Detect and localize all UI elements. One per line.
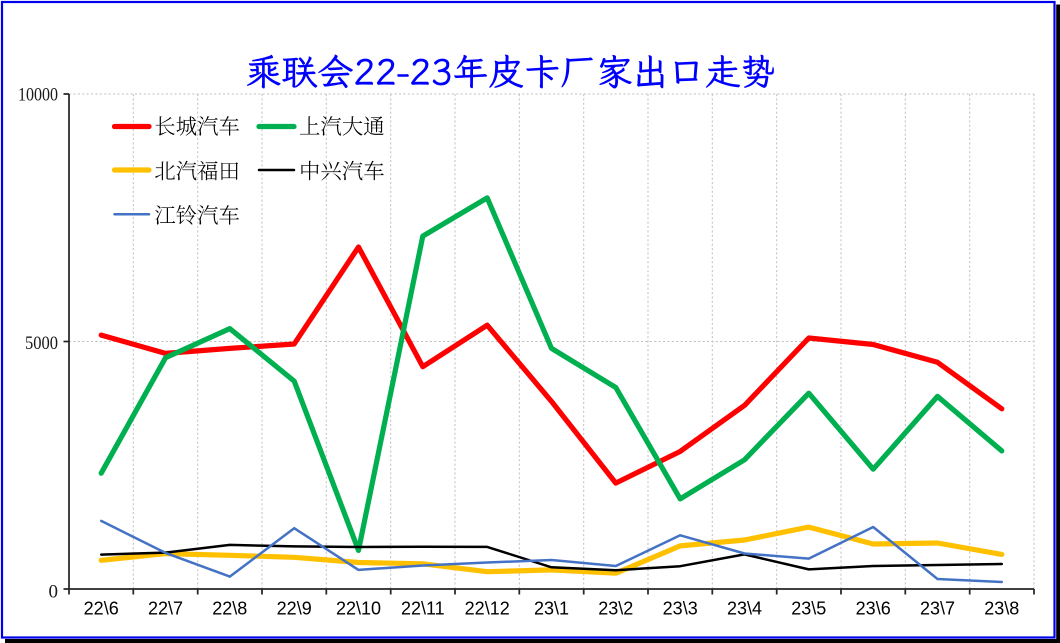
- svg-text:23\7: 23\7: [920, 599, 955, 619]
- svg-text:23\5: 23\5: [791, 599, 826, 619]
- svg-text:5000: 5000: [25, 333, 58, 354]
- svg-text:22\6: 22\6: [84, 599, 119, 619]
- svg-text:22\8: 22\8: [212, 599, 247, 619]
- svg-text:0: 0: [49, 582, 59, 603]
- svg-text:22\11: 22\11: [401, 599, 445, 619]
- svg-text:23\6: 23\6: [856, 599, 891, 619]
- svg-text:23\8: 23\8: [984, 599, 1019, 619]
- svg-text:22\10: 22\10: [336, 599, 381, 619]
- svg-text:22\12: 22\12: [465, 599, 510, 619]
- svg-text:10000: 10000: [18, 85, 58, 106]
- svg-text:23\1: 23\1: [534, 599, 569, 619]
- svg-text:23\2: 23\2: [598, 599, 633, 619]
- svg-text:23\4: 23\4: [727, 599, 762, 619]
- svg-text:23\3: 23\3: [663, 599, 698, 619]
- svg-text:22\7: 22\7: [148, 599, 183, 619]
- svg-text:22\9: 22\9: [277, 599, 312, 619]
